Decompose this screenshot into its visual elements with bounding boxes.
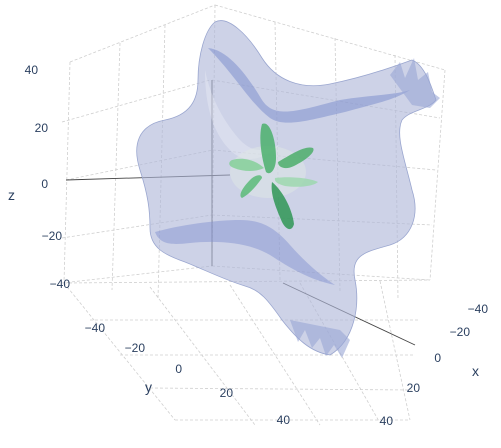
z-tick-neg20: −20 <box>42 229 63 243</box>
y-axis-ticks: −40 −20 0 20 40 <box>85 321 291 427</box>
z-tick-20: 20 <box>35 121 49 135</box>
x-axis-title: x <box>472 363 479 379</box>
y-axis-title: y <box>145 379 152 395</box>
y-tick-20: 20 <box>220 386 234 400</box>
z-axis-ticks: 40 20 0 −20 −40 <box>25 63 71 291</box>
z-tick-neg40: −40 <box>50 277 71 291</box>
y-tick-0: 0 <box>175 362 182 376</box>
y-tick-40: 40 <box>277 413 291 427</box>
x-tick-20: 20 <box>407 381 421 395</box>
x-tick-40: 40 <box>380 414 394 428</box>
y-tick-neg20: −20 <box>125 341 146 355</box>
z-tick-40: 40 <box>25 63 39 77</box>
inner-isosurface[interactable] <box>229 123 318 230</box>
z-axis-title: z <box>8 187 15 203</box>
x-tick-neg20: −20 <box>450 325 471 339</box>
x-tick-0: 0 <box>434 351 441 365</box>
z-tick-0: 0 <box>41 177 48 191</box>
y-tick-neg40: −40 <box>85 321 106 335</box>
x-tick-neg40: −40 <box>468 302 489 316</box>
x-axis-ticks: −40 −20 0 20 40 <box>380 302 489 428</box>
